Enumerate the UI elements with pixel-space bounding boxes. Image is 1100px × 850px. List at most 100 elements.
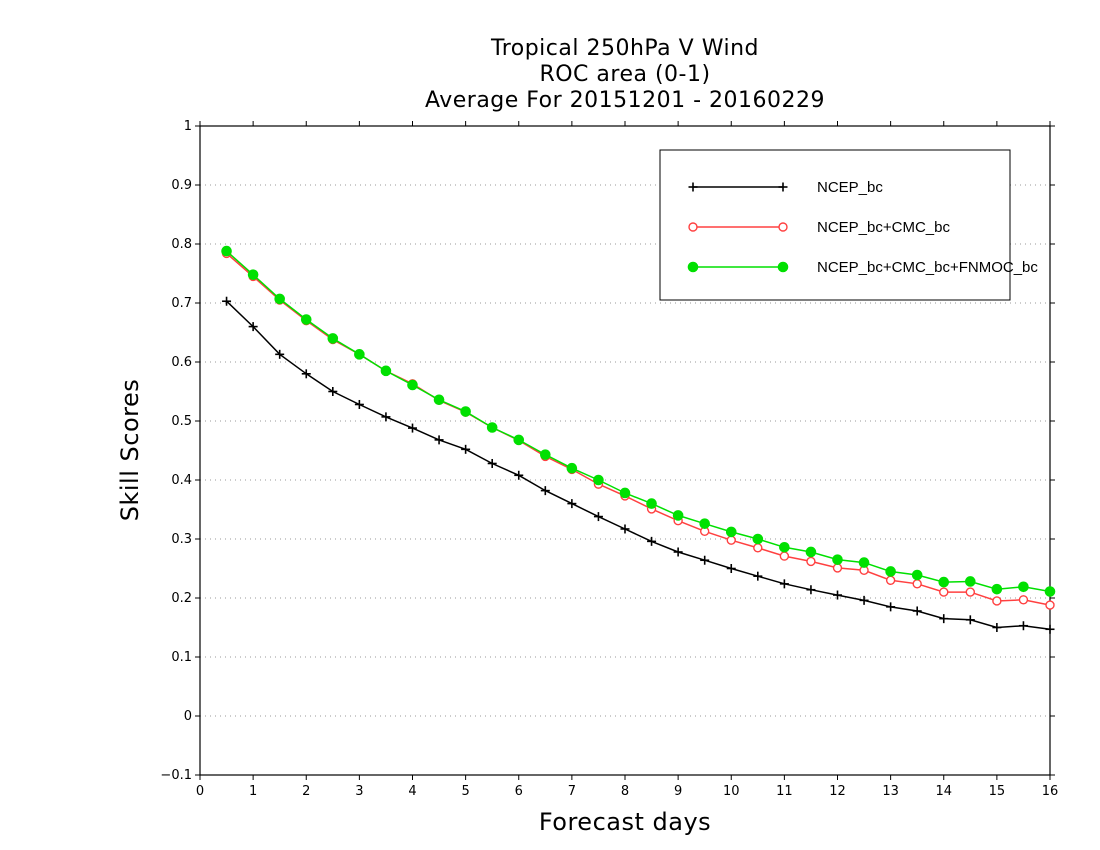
data-point — [247, 269, 259, 280]
series-0 — [222, 296, 1055, 634]
data-point — [699, 518, 710, 529]
x-tick-label: 10 — [723, 784, 740, 799]
data-point — [832, 554, 843, 565]
data-point — [939, 587, 949, 597]
x-tick-label: 7 — [568, 784, 576, 799]
data-point — [461, 444, 471, 454]
y-tick-label: 0.7 — [171, 296, 192, 311]
data-point — [753, 543, 763, 553]
x-tick-label: 15 — [989, 784, 1006, 799]
data-point — [301, 369, 311, 379]
y-tick-label: 0 — [184, 709, 192, 724]
data-point — [752, 533, 764, 545]
x-tick-label: 8 — [621, 784, 629, 799]
y-tick-label: 0.4 — [171, 473, 192, 488]
legend-label: NCEP_bc — [817, 179, 883, 196]
data-point — [300, 314, 312, 325]
data-point — [566, 462, 578, 474]
data-point — [965, 587, 976, 597]
x-tick-label: 11 — [776, 784, 793, 799]
data-point — [726, 535, 736, 545]
x-tick-label: 0 — [196, 784, 204, 799]
data-point — [407, 379, 418, 391]
y-tick-label: 0.5 — [171, 414, 192, 429]
legend-entry: NCEP_bc+CMC_bc — [688, 219, 950, 236]
legend-marker — [778, 182, 788, 192]
data-point — [912, 579, 922, 589]
data-point — [487, 458, 497, 468]
data-point — [513, 434, 525, 446]
data-point — [433, 394, 445, 406]
data-point — [726, 564, 736, 573]
series-2 — [221, 245, 1056, 597]
data-point — [1018, 621, 1028, 631]
legend-marker — [687, 261, 699, 273]
y-tick-label: 0.6 — [171, 355, 192, 370]
x-tick-label: 1 — [249, 784, 257, 799]
data-point — [965, 576, 976, 587]
data-point — [805, 546, 817, 558]
legend: NCEP_bc NCEP_bc+CMC_bc NCEP_bc+CMC_bc+FNMO… — [659, 149, 1038, 301]
data-point — [593, 512, 603, 522]
legend-box — [659, 149, 1011, 301]
y-tick-label: 0.8 — [171, 237, 192, 252]
data-point — [486, 422, 498, 433]
data-point — [221, 245, 232, 257]
series-line — [226, 252, 1051, 606]
x-tick-label: 16 — [1042, 784, 1059, 799]
data-point — [991, 583, 1003, 595]
data-point — [1044, 586, 1056, 597]
legend-label: NCEP_bc+CMC_bc+FNMOC_bc — [817, 259, 1038, 276]
x-tick-label: 12 — [829, 784, 846, 799]
data-point — [725, 526, 737, 538]
data-point — [885, 566, 896, 577]
x-tick-label: 5 — [461, 784, 469, 799]
y-tick-label: 1 — [184, 119, 192, 134]
data-point — [540, 449, 551, 460]
data-point — [912, 606, 922, 616]
data-point — [992, 596, 1002, 606]
data-point — [593, 474, 604, 486]
data-point — [672, 510, 684, 521]
grid — [200, 184, 1050, 717]
x-tick-label: 14 — [935, 784, 952, 799]
data-point — [619, 487, 631, 499]
x-tick-label: 4 — [408, 784, 416, 799]
legend-marker — [777, 261, 789, 273]
data-point — [859, 595, 869, 605]
data-point — [408, 423, 417, 433]
chart-title-line-1: Tropical 250hPa V Wind — [490, 36, 759, 61]
chart-title-line-2: ROC area (0-1) — [539, 62, 711, 87]
plot-frame — [199, 125, 1051, 776]
y-tick-label: 0.1 — [171, 650, 192, 665]
x-tick-label: 2 — [302, 784, 310, 799]
data-point — [354, 349, 365, 360]
data-point — [620, 524, 630, 534]
data-point — [806, 556, 816, 567]
chart-title-line-3: Average For 20151201 - 20160229 — [424, 88, 826, 113]
data-point — [1045, 624, 1055, 634]
legend-entry: NCEP_bc+CMC_bc+FNMOC_bc — [687, 259, 1038, 276]
legend-marker — [688, 182, 698, 192]
data-point — [1018, 595, 1029, 605]
data-point — [992, 623, 1002, 632]
data-point — [248, 322, 258, 332]
data-point — [833, 590, 842, 600]
legend-label: NCEP_bc+CMC_bc — [817, 219, 950, 236]
data-point — [858, 557, 870, 568]
data-point — [381, 412, 391, 422]
series-group — [221, 245, 1056, 634]
legend-marker — [688, 222, 698, 232]
y-tick-label: 0.2 — [171, 591, 192, 606]
data-point — [806, 585, 816, 595]
data-point — [965, 615, 975, 625]
y-tick-label: 0.3 — [171, 532, 192, 547]
x-tick-label: 13 — [882, 784, 899, 799]
data-point — [328, 387, 338, 396]
data-point — [673, 547, 683, 557]
data-point — [1045, 600, 1055, 610]
series-1 — [221, 248, 1055, 610]
data-point — [647, 536, 657, 546]
data-point — [753, 571, 763, 581]
